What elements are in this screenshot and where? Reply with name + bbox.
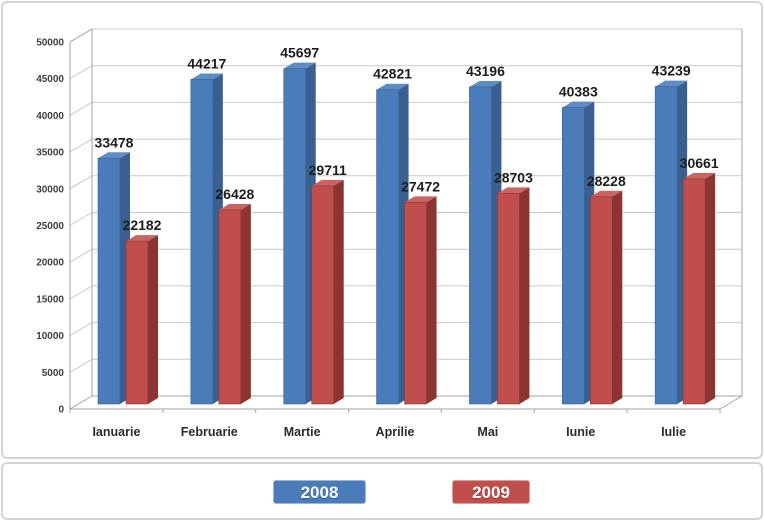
bar-top-2008-mai (469, 80, 502, 87)
y-axis-tick-label: 50000 (36, 38, 64, 49)
bar-top-2009-iunie (590, 190, 623, 197)
value-label-2009-februarie: 26428 (215, 186, 254, 202)
value-label-2009-mai: 28703 (494, 169, 533, 185)
y-axis-tick-label: 35000 (36, 148, 64, 159)
bar-side-2009-februarie (240, 204, 251, 404)
x-axis-label-ianuarie: Ianuarie (92, 425, 140, 439)
y-axis-tick-label: 0 (58, 405, 64, 416)
bar-top-2009-ianuarie (126, 235, 158, 242)
bar-top-2009-iulie (683, 172, 716, 179)
x-axis-label-iunie: Iunie (566, 425, 595, 439)
bar-top-2009-februarie (218, 204, 251, 211)
bar-top-2009-aprilie (404, 196, 437, 203)
bar-top-2008-iunie (562, 101, 595, 108)
bar-2008-mai (469, 86, 492, 405)
bar-2008-iunie (561, 107, 585, 405)
bar-top-2008-iulie (655, 80, 688, 87)
y-axis-tick-label: 15000 (36, 294, 64, 305)
gridline-wall-segment (69, 285, 93, 300)
gridline-wall-segment (69, 248, 93, 263)
y-axis-tick-label: 20000 (36, 258, 64, 269)
gridline-wall-segment (69, 322, 93, 337)
x-axis-label-martie: Martie (284, 425, 321, 439)
bar-side-2009-martie (333, 179, 344, 404)
bar-2009-mai (497, 193, 520, 405)
y-axis-tick-label: 10000 (36, 331, 64, 342)
x-axis-label-februarie: Februarie (181, 425, 238, 439)
value-label-2009-ianuarie: 22182 (123, 217, 162, 233)
bar-side-2009-aprilie (426, 196, 437, 404)
gridline-wall-segment (69, 65, 93, 80)
value-label-2008-iunie: 40383 (559, 84, 598, 100)
y-axis-tick-label: 5000 (42, 368, 65, 379)
bar-2009-aprilie (404, 202, 427, 405)
bar-chart: 0 5000 10000 15000 20000 25000 30000 35000 40000… (36, 28, 743, 439)
value-label-2009-iunie: 28228 (587, 173, 626, 189)
bar-2009-ianuarie (125, 240, 149, 405)
value-label-2008-iulie: 43239 (652, 63, 691, 79)
value-label-2008-februarie: 44217 (187, 55, 226, 71)
bar-top-2008-februarie (190, 73, 223, 80)
legend-panel: 2008 2009 (1, 462, 763, 520)
value-label-2009-martie: 29711 (309, 162, 347, 178)
bar-2009-martie (311, 185, 335, 405)
y-axis-tick-label: 30000 (36, 184, 64, 195)
bar-2008-februarie (190, 79, 214, 405)
legend-item-2009: 2009 (452, 480, 530, 504)
value-label-2008-martie: 45697 (280, 45, 319, 61)
bar-side-2009-iulie (705, 172, 716, 404)
bar-2008-martie (283, 68, 307, 405)
bar-2009-februarie (218, 209, 242, 405)
gridline-wall-segment (69, 138, 93, 153)
floor-left-edge (69, 395, 93, 410)
x-axis-label-aprilie: Aprilie (376, 425, 415, 439)
bar-2008-ianuarie (97, 157, 121, 405)
y-axis-tick-label: 45000 (36, 74, 64, 85)
bar-2009-iunie (589, 196, 613, 405)
gridline-wall-segment (69, 212, 93, 226)
gridline-wall-segment (69, 175, 93, 190)
legend-item-2008: 2008 (273, 480, 366, 504)
bar-2008-aprilie (376, 89, 399, 405)
value-label-2008-aprilie: 42821 (373, 66, 412, 82)
value-label-2009-iulie: 30661 (680, 155, 719, 171)
bar-top-2009-mai (497, 187, 530, 194)
bar-top-2009-martie (311, 179, 344, 186)
gridline-wall-segment (69, 358, 93, 373)
bar-top-2008-aprilie (376, 83, 409, 90)
value-label-2008-mai: 43196 (466, 63, 505, 79)
bar-side-2009-mai (519, 187, 530, 404)
y-axis-tick-label: 40000 (36, 111, 64, 122)
bar-side-2009-iunie (612, 190, 623, 404)
bar-2009-iulie (682, 178, 706, 405)
x-axis-label-mai: Mai (477, 425, 498, 439)
bar-top-2008-martie (283, 62, 316, 69)
bar-top-2008-ianuarie (98, 152, 130, 159)
wall-top-edge (69, 28, 93, 43)
bar-2008-iulie (654, 86, 678, 405)
bar-side-2009-ianuarie (148, 235, 158, 404)
x-axis-label-iulie: Iulie (661, 425, 686, 439)
value-label-2009-aprilie: 27472 (401, 178, 440, 194)
value-label-2008-ianuarie: 33478 (95, 134, 134, 150)
gridline-wall-segment (69, 101, 93, 116)
y-axis-tick-label: 25000 (36, 221, 64, 232)
floor-right-edge (719, 395, 743, 410)
chart-panel: 0 5000 10000 15000 20000 25000 30000 35000 40000… (1, 1, 763, 459)
